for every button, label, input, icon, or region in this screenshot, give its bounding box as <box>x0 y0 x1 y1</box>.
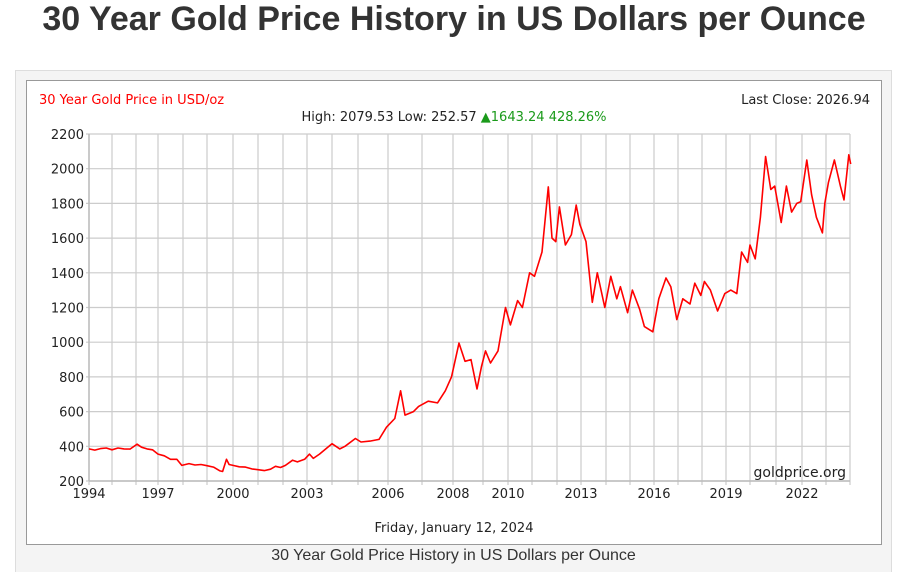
y-tick-label: 2000 <box>51 163 84 178</box>
gold-price-line <box>88 154 852 473</box>
x-tick-label: 1994 <box>72 487 105 502</box>
high-value: High: 2079.53 <box>301 110 393 125</box>
x-tick-label: 2013 <box>564 487 597 502</box>
y-tick-label: 400 <box>59 440 84 455</box>
y-tick-label: 1600 <box>51 232 84 247</box>
change-percent: 428.26% <box>549 110 607 125</box>
y-tick-label: 1800 <box>51 197 84 212</box>
y-tick-label: 2200 <box>51 128 84 143</box>
x-axis-ticks: 1994 1997 2000 2003 2006 2008 2010 2013 2016 2019… <box>72 487 818 502</box>
grid <box>86 133 851 485</box>
watermark: goldprice.org <box>754 465 846 481</box>
x-tick-label: 1997 <box>141 487 174 502</box>
figure-caption: 30 Year Gold Price History in US Dollars… <box>271 547 636 564</box>
x-tick-label: 2022 <box>785 487 818 502</box>
y-tick-label: 200 <box>59 475 84 490</box>
chart-title: 30 Year Gold Price in USD/oz <box>39 93 224 108</box>
y-tick-label: 1400 <box>51 267 84 282</box>
change-value: 1643.24 <box>491 110 545 125</box>
page-title: 30 Year Gold Price History in US Dollars… <box>42 0 866 38</box>
low-value: Low: 252.57 <box>398 110 477 125</box>
x-tick-label: 2010 <box>491 487 524 502</box>
up-triangle-icon: ▲ <box>481 110 491 125</box>
x-tick-label: 2006 <box>371 487 404 502</box>
last-close: Last Close: 2026.94 <box>741 93 870 108</box>
stats-line: High: 2079.53 Low: 252.57 ▲1643.24 428.2… <box>301 110 606 125</box>
chart-date: Friday, January 12, 2024 <box>375 521 534 536</box>
x-tick-label: 2008 <box>436 487 469 502</box>
y-axis-ticks: 200 400 600 800 1000 1200 1400 1600 1800 2000 2200 <box>51 128 84 490</box>
y-tick-label: 800 <box>59 371 84 386</box>
x-tick-label: 2000 <box>216 487 249 502</box>
y-tick-label: 1000 <box>51 336 84 351</box>
y-tick-label: 600 <box>59 406 84 421</box>
x-tick-label: 2016 <box>637 487 670 502</box>
chart-frame <box>26 80 882 545</box>
y-tick-label: 1200 <box>51 302 84 317</box>
x-tick-label: 2019 <box>709 487 742 502</box>
x-tick-label: 2003 <box>290 487 323 502</box>
